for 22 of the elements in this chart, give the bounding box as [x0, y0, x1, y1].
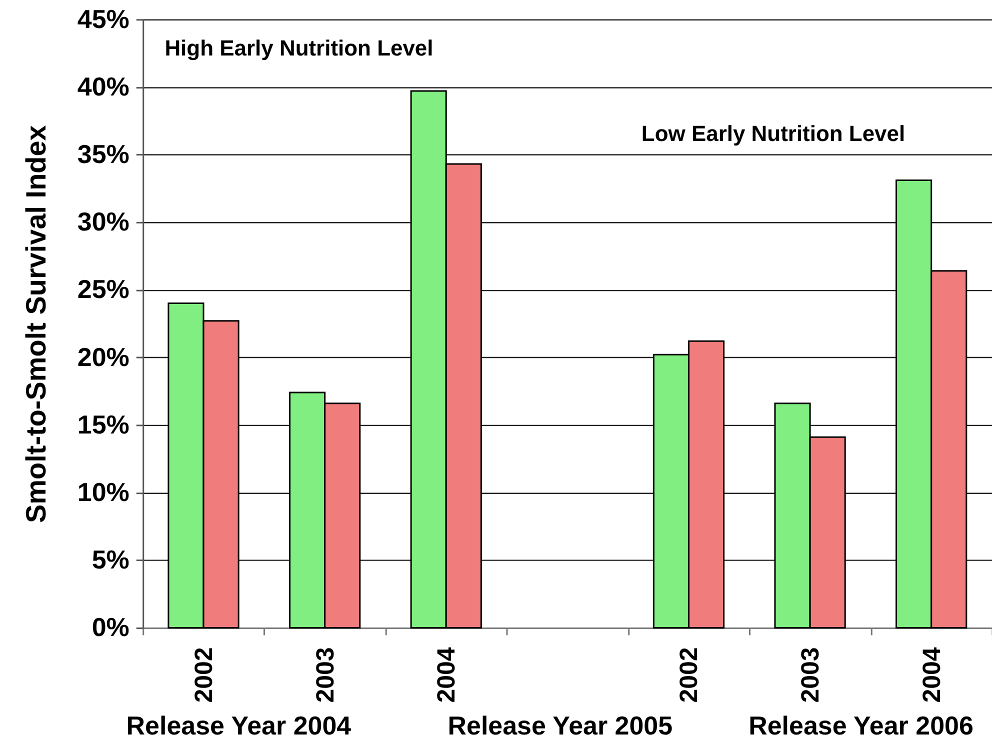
- y-tick-label: 20%: [77, 342, 130, 372]
- text: Release Year 2006: [748, 710, 974, 741]
- y-axis-title: Smolt-to-Smolt Survival Index: [20, 124, 52, 523]
- y-tick-label: 30%: [77, 206, 130, 237]
- y-tick-label: 45%: [77, 4, 130, 34]
- x-tick-label: 2004: [918, 647, 946, 703]
- y-tick-label: 5%: [92, 544, 130, 575]
- annotation: High Early Nutrition Level: [164, 35, 434, 60]
- y-tick-label: 10%: [77, 477, 130, 508]
- annotation: Low Early Nutrition Level: [641, 121, 906, 146]
- y-tick-label: 40%: [77, 71, 130, 102]
- y-tick-label: 0%: [92, 612, 130, 642]
- x-tick-label: 2004: [432, 647, 461, 703]
- x-tick-label: 2003: [796, 647, 825, 703]
- y-tick-label: 25%: [77, 274, 130, 304]
- y-tick-label: 15%: [77, 409, 130, 440]
- y-tick-label: 35%: [77, 139, 130, 170]
- text: Release Year 2004: [126, 710, 352, 741]
- x-tick-label: 2002: [675, 647, 704, 703]
- x-tick-label: 2002: [190, 647, 218, 703]
- text: Release Year 2005: [448, 710, 673, 741]
- x-tick-label: 2003: [311, 647, 340, 703]
